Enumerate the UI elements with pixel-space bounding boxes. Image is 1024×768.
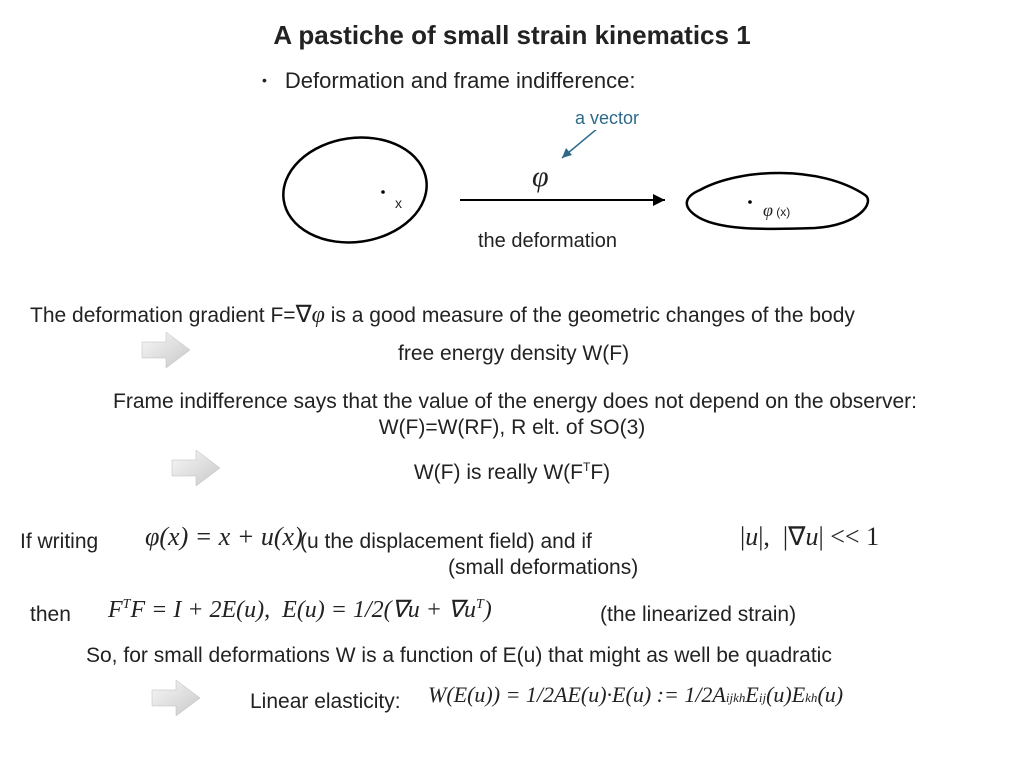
implies-arrow-icon bbox=[150, 678, 204, 718]
reference-body-icon bbox=[276, 130, 433, 252]
bullet-deformation: • Deformation and frame indifference: bbox=[262, 68, 635, 94]
line-so-small-deformations: So, for small deformations W is a functi… bbox=[86, 644, 832, 668]
equation-strain-energy: W(E(u)) = 1/2AE(u)·E(u) := 1/2AijkhEij(u… bbox=[428, 682, 843, 708]
label-displacement-field: (u the displacement field) and if bbox=[300, 530, 592, 554]
label-linearized-strain: (the linearized strain) bbox=[600, 603, 796, 627]
line-wfrf: W(F)=W(RF), R elt. of SO(3) bbox=[0, 416, 1024, 440]
label-small-deformations: (small deformations) bbox=[448, 556, 638, 580]
bullet-text: Deformation and frame indifference: bbox=[285, 68, 636, 93]
line-wftf: W(F) is really W(FTF) bbox=[0, 460, 1024, 485]
deformation-label: the deformation bbox=[478, 230, 617, 253]
point-x-icon bbox=[381, 190, 385, 194]
arrowhead-icon bbox=[653, 194, 665, 206]
annotation-a-vector: a vector bbox=[575, 108, 639, 129]
equation-small-u: |u|, |∇u| << 1 bbox=[740, 522, 879, 552]
label-linear-elasticity: Linear elasticity: bbox=[250, 690, 401, 714]
line-free-energy: free energy density W(F) bbox=[398, 342, 629, 366]
phi-symbol: φ bbox=[532, 160, 549, 194]
equation-ftf: FTF = I + 2E(u), E(u) = 1/2(∇u + ∇uT) bbox=[108, 595, 492, 624]
label-if-writing: If writing bbox=[20, 530, 98, 554]
line-gradient: The deformation gradient F=∇φ is a good … bbox=[30, 300, 855, 329]
line-frame-indifference: Frame indifference says that the value o… bbox=[65, 390, 965, 414]
implies-arrow-icon bbox=[140, 330, 194, 370]
label-then: then bbox=[30, 603, 71, 627]
slide: A pastiche of small strain kinematics 1 … bbox=[0, 0, 1024, 768]
slide-title: A pastiche of small strain kinematics 1 bbox=[0, 20, 1024, 51]
point-phix-label: φ (x) bbox=[763, 200, 790, 221]
equation-phi-x: φ(x) = x + u(x) bbox=[145, 522, 303, 552]
annotation-arrowhead-icon bbox=[562, 148, 572, 158]
point-phix-icon bbox=[748, 200, 752, 204]
bullet-dot-icon: • bbox=[262, 72, 267, 88]
point-x-label: x bbox=[395, 195, 402, 211]
